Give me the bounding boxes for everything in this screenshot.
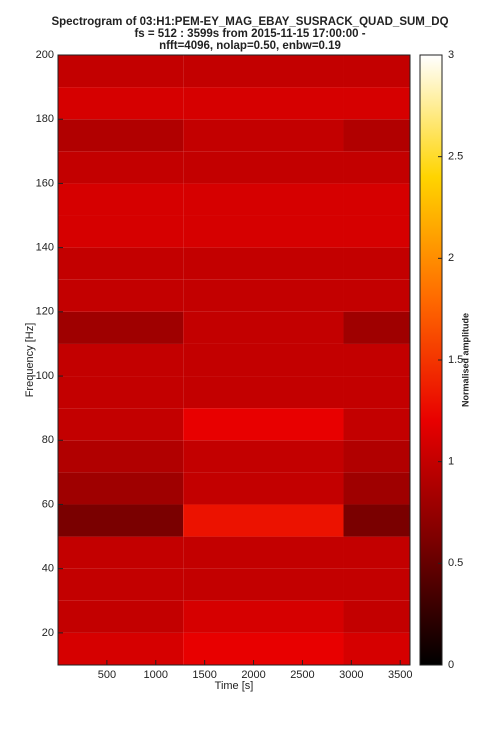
colorbar-tick-label: 1.5 (448, 354, 463, 366)
heatmap-cell (343, 600, 410, 633)
heatmap-cell (183, 568, 344, 601)
heatmap-cell (183, 183, 344, 216)
y-tick-label: 120 (36, 306, 54, 318)
heatmap-cell (343, 215, 410, 248)
y-tick-label: 40 (42, 563, 54, 575)
chart-subtitle: fs = 512 : 3599s from 2015-11-15 17:00:0… (134, 28, 365, 40)
heatmap-cell (58, 472, 184, 505)
heatmap-cell (183, 472, 344, 505)
heatmap-cell (183, 632, 344, 665)
y-tick-label: 160 (36, 177, 54, 189)
heatmap-cell (183, 215, 344, 248)
heatmap-cell (58, 408, 184, 441)
heatmap-cell (58, 536, 184, 569)
heatmap-cell (58, 376, 184, 409)
colorbar-tick-label: 2 (448, 252, 454, 264)
heatmap-cell (343, 247, 410, 280)
y-tick-label: 140 (36, 242, 54, 254)
heatmap-cell (343, 536, 410, 569)
y-tick-label: 100 (36, 370, 54, 382)
heatmap-cell (343, 504, 410, 537)
heatmap-cell (58, 632, 184, 665)
heatmap-cell (343, 87, 410, 120)
colorbar-tick-label: 0 (448, 659, 454, 671)
x-tick-label: 2000 (241, 669, 265, 681)
y-tick-label: 20 (42, 627, 54, 639)
heatmap-cell (343, 311, 410, 344)
y-tick-label: 80 (42, 434, 54, 446)
heatmap-cell (58, 151, 184, 184)
heatmap-cell (183, 151, 344, 184)
heatmap-cell (58, 215, 184, 248)
heatmap-cell (58, 87, 184, 120)
heatmap-cell (343, 632, 410, 665)
heatmap-cell (58, 343, 184, 377)
heatmap-cell (183, 376, 344, 409)
x-axis-label: Time [s] (215, 680, 254, 692)
heatmap-cell (58, 440, 184, 473)
heatmap-cell (183, 600, 344, 633)
colorbar-tick-label: 0.5 (448, 557, 463, 569)
y-axis-label: Frequency [Hz] (24, 323, 36, 398)
y-tick-label: 180 (36, 113, 54, 125)
heatmap-cell (343, 119, 410, 152)
x-tick-label: 1500 (192, 669, 216, 681)
x-tick-label: 3500 (388, 669, 412, 681)
heatmap-cell (58, 311, 184, 344)
heatmap-cell (343, 343, 410, 377)
heatmap-cell (343, 151, 410, 184)
plot-frame (57, 54, 411, 666)
heatmap-cell (183, 87, 344, 120)
heatmap-cell (343, 408, 410, 441)
colorbar-label: Normalised amplitude (460, 313, 470, 407)
heatmap-cell (58, 568, 184, 601)
heatmap-cell (58, 279, 184, 312)
heatmap-cell (183, 504, 344, 537)
x-tick-label: 500 (98, 669, 116, 681)
chart-subtitle: nfft=4096, nolap=0.50, enbw=0.19 (159, 40, 341, 52)
heatmap-cell (183, 440, 344, 473)
x-tick-label: 3000 (339, 669, 363, 681)
heatmap-cell (58, 119, 184, 152)
heatmap-cell (183, 55, 344, 88)
heatmap-cell (58, 247, 184, 280)
heatmap-cell (343, 472, 410, 505)
chart-title: Spectrogram of 03:H1:PEM-EY_MAG_EBAY_SUS… (51, 16, 448, 28)
colorbar-tick-label: 2.5 (448, 151, 463, 163)
heatmap-cell (343, 183, 410, 216)
y-tick-label: 200 (36, 49, 54, 61)
heatmap-cell (183, 279, 344, 312)
heatmap-cell (343, 440, 410, 473)
heatmap-cell (183, 536, 344, 569)
heatmap-cell (183, 247, 344, 280)
colorbar-tick-label: 1 (448, 456, 454, 468)
x-tick-label: 2500 (290, 669, 314, 681)
x-tick-label: 1000 (144, 669, 168, 681)
colorbar-tick-label: 3 (448, 49, 454, 61)
heatmap-cell (58, 55, 184, 88)
y-tick-label: 60 (42, 498, 54, 510)
heatmap-cell (183, 343, 344, 377)
heatmap-cell (343, 279, 410, 312)
heatmap-cell (58, 504, 184, 537)
heatmap-cell (343, 376, 410, 409)
heatmap-cell (58, 183, 184, 216)
heatmap-cell (58, 600, 184, 633)
heatmap-cell (183, 311, 344, 344)
heatmap-cell (343, 55, 410, 88)
heatmap-cell (343, 568, 410, 601)
heatmap-cell (183, 408, 344, 441)
heatmap-cell (183, 119, 344, 152)
